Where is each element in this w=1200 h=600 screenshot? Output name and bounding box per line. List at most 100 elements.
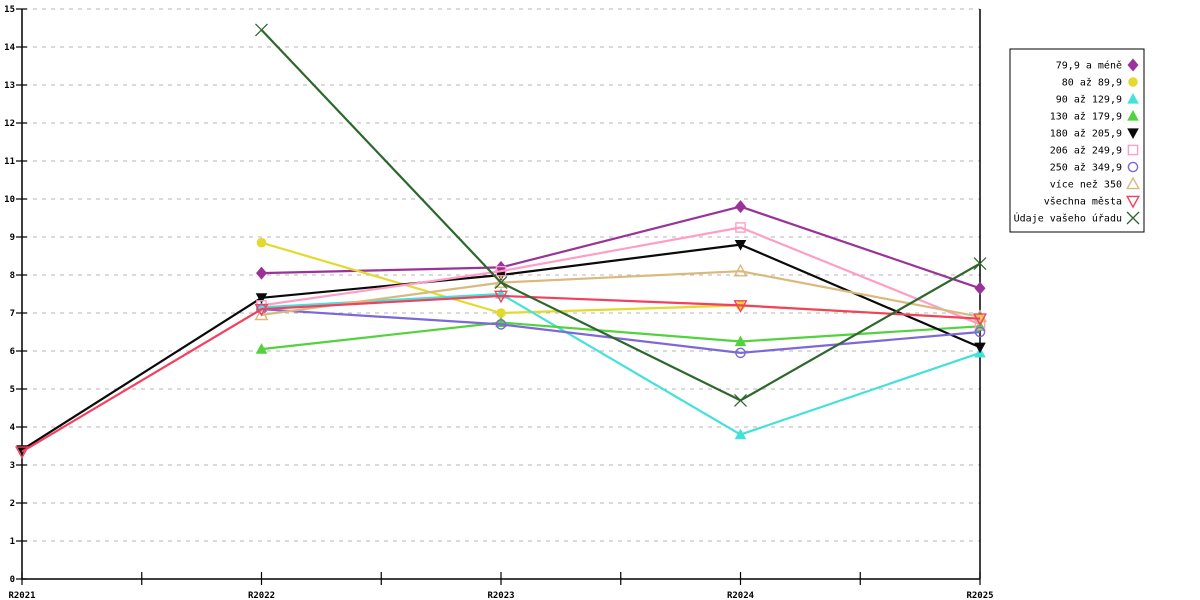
data-point-triangle-down-open xyxy=(254,303,269,317)
data-point-triangle-filled xyxy=(734,428,747,440)
y-tick-label: 2 xyxy=(10,499,15,509)
y-tick-label: 9 xyxy=(10,233,15,243)
legend-label: 180 až 205,9 xyxy=(1050,128,1122,140)
legend-label: Údaje vašeho úřadu xyxy=(1014,212,1122,225)
data-point-triangle-down-filled xyxy=(255,293,268,304)
series-line xyxy=(261,308,981,354)
data-point-circle-open xyxy=(974,326,986,338)
legend-item-2: 90 až 129,9 xyxy=(1056,93,1139,106)
data-point-diamond-filled xyxy=(974,281,986,295)
y-tick-label: 5 xyxy=(10,385,15,395)
legend-box xyxy=(1009,48,1145,233)
series-4 xyxy=(16,240,986,456)
legend-label: všechna města xyxy=(1044,196,1122,208)
series-9 xyxy=(255,23,987,407)
data-point-triangle-filled xyxy=(1127,93,1139,104)
data-point-diamond-filled xyxy=(1127,58,1139,72)
data-point-triangle-down-open xyxy=(15,446,29,460)
legend-label: 80 až 89,9 xyxy=(1062,77,1122,89)
legend-item-6: 250 až 349,9 xyxy=(1050,161,1139,174)
data-point-circle-open xyxy=(735,347,746,359)
x-tick-label: R2024 xyxy=(727,591,755,600)
data-point-circle-filled xyxy=(256,237,267,248)
data-point-triangle-open xyxy=(494,275,508,288)
data-point-circle-filled xyxy=(496,308,506,318)
data-point-triangle-open xyxy=(1126,176,1140,190)
y-tick-label: 13 xyxy=(4,81,15,91)
data-point-circle-open xyxy=(495,319,507,330)
legend-label: 250 až 349,9 xyxy=(1050,162,1122,174)
data-point-triangle-filled xyxy=(734,335,747,347)
series-line xyxy=(261,321,981,351)
series-line xyxy=(21,294,981,453)
data-point-triangle-down-open xyxy=(973,313,987,327)
series-line xyxy=(261,205,981,290)
series-line xyxy=(261,226,981,326)
data-point-triangle-down-open xyxy=(733,300,748,313)
series-7 xyxy=(254,263,987,323)
data-point-x xyxy=(973,257,987,271)
y-tick-label: 8 xyxy=(10,271,15,281)
data-point-diamond-filled xyxy=(735,200,746,214)
y-tick-label: 1 xyxy=(10,537,15,547)
y-tick-label: 15 xyxy=(4,5,15,15)
x-axis: R2021 R2022 R2023 R2024 R2025 xyxy=(8,572,994,600)
series-line xyxy=(261,292,981,436)
data-point-triangle-down-open xyxy=(1126,195,1140,209)
y-tick-label: 10 xyxy=(4,195,15,205)
legend-item-1: 80 až 89,9 xyxy=(1062,77,1138,89)
data-point-x xyxy=(255,23,268,37)
legend-item-5: 206 až 249,9 xyxy=(1050,144,1139,157)
x-tick-label: R2023 xyxy=(487,591,514,600)
series-line xyxy=(261,270,981,318)
data-point-x xyxy=(734,393,747,407)
legend-item-9: Údaje vašeho úřadu xyxy=(1014,211,1140,225)
series-2 xyxy=(255,288,986,440)
data-point-triangle-filled xyxy=(1127,110,1139,121)
legend-label: 79,9 a méně xyxy=(1056,60,1122,72)
y-tick-label: 14 xyxy=(4,43,15,53)
legend-item-0: 79,9 a méně xyxy=(1056,58,1139,72)
data-point-square-open xyxy=(974,319,986,330)
series-0 xyxy=(256,200,986,295)
legend-item-8: všechna města xyxy=(1044,195,1140,209)
y-tick-label: 0 xyxy=(10,575,15,585)
data-point-square-open xyxy=(735,222,746,233)
legend-item-4: 180 až 205,9 xyxy=(1050,128,1139,140)
legend-item-3: 130 až 179,9 xyxy=(1050,110,1139,123)
y-tick-label: 11 xyxy=(4,157,15,167)
data-point-triangle-down-filled xyxy=(1127,128,1139,139)
data-point-diamond-filled xyxy=(256,266,267,280)
y-tick-label: 4 xyxy=(10,423,16,433)
data-point-triangle-open xyxy=(254,307,269,321)
data-point-x xyxy=(1126,211,1140,225)
data-point-square-open xyxy=(1127,144,1139,156)
series-8 xyxy=(15,290,987,460)
legend: 79,9 a méně 80 až 89,9 90 až 129,9 130 až 1… xyxy=(1009,48,1145,233)
data-point-triangle-open xyxy=(973,309,987,323)
x-tick-label: R2025 xyxy=(966,591,993,600)
data-point-circle-filled xyxy=(1128,77,1138,87)
x-tick-label: R2022 xyxy=(248,591,275,600)
data-point-triangle-down-open xyxy=(494,290,508,304)
y-tick-label: 12 xyxy=(4,119,15,129)
legend-label: 90 až 129,9 xyxy=(1056,94,1122,106)
data-point-triangle-down-filled xyxy=(974,342,986,354)
series-1 xyxy=(256,237,985,324)
data-point-triangle-open xyxy=(733,263,748,277)
y-tick-label: 7 xyxy=(10,309,15,319)
y-tick-label: 3 xyxy=(10,461,15,471)
y-tick-label: 6 xyxy=(10,347,15,357)
data-point-x xyxy=(494,276,508,290)
series-line xyxy=(260,29,981,402)
x-tick-label: R2021 xyxy=(8,591,35,600)
data-point-circle-open xyxy=(1127,161,1139,173)
data-point-triangle-filled xyxy=(255,343,268,354)
legend-label: více než 350 xyxy=(1050,179,1122,191)
legend-item-7: více než 350 xyxy=(1050,176,1140,191)
legend-label: 206 až 249,9 xyxy=(1050,145,1122,157)
legend-label: 130 až 179,9 xyxy=(1050,111,1122,123)
